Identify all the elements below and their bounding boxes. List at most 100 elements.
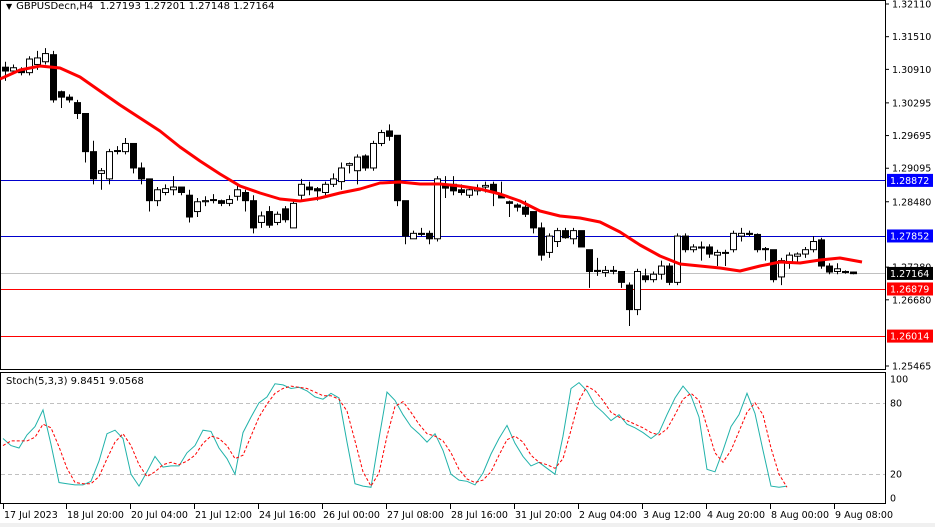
candle	[658, 260, 665, 280]
bear-candle-body	[626, 284, 633, 311]
stoch-indicator-label: Stoch(5,3,3) 9.8451 9.0568	[6, 376, 144, 387]
candle	[250, 195, 257, 234]
bull-candle-body	[802, 249, 809, 255]
bull-candle-body	[410, 232, 417, 240]
candle	[362, 154, 369, 171]
candle	[242, 189, 249, 212]
bear-candle-body	[218, 200, 225, 204]
bear-candle-body	[594, 269, 601, 272]
bull-candle-body	[658, 265, 665, 275]
bull-candle-body	[738, 232, 745, 237]
time-tick-label: 8 Aug 00:00	[771, 510, 829, 521]
candle	[762, 246, 769, 261]
candle	[178, 186, 185, 196]
bull-candle-body	[674, 235, 681, 283]
candle	[234, 184, 241, 201]
candle	[434, 176, 441, 242]
bear-candle-body	[306, 186, 313, 191]
candle	[650, 271, 657, 283]
candle	[266, 206, 273, 228]
candle	[258, 211, 265, 228]
candle	[114, 146, 121, 155]
price-axis[interactable]: 1.32110 1.31510 1.30910 1.30295 1.29695 1.290…	[885, 0, 933, 373]
candle	[226, 195, 233, 207]
bear-candle-body	[586, 249, 593, 272]
bear-candle-body	[762, 248, 769, 251]
price-label-box[interactable]	[887, 329, 933, 343]
candle	[538, 222, 545, 261]
candle	[514, 203, 521, 212]
bear-candle-body	[642, 275, 649, 281]
price-label-text[interactable]: 1.27852	[890, 231, 929, 242]
bear-candle-body	[682, 235, 689, 251]
price-label-box[interactable]	[887, 266, 933, 280]
bear-candle-body	[458, 189, 465, 193]
stoch-tick-label: 0	[890, 494, 896, 505]
bull-candle-body	[170, 186, 177, 191]
bull-candle-body	[234, 189, 241, 197]
candle	[842, 270, 849, 274]
price-tick-label: 1.30910	[892, 65, 931, 76]
candle	[578, 230, 585, 248]
price-label-text[interactable]: 1.26879	[890, 284, 929, 295]
price-label-box[interactable]	[887, 173, 933, 187]
time-axis[interactable]: 17 Jul 2023 18 Jul 20:00 20 Jul 04:00 21 Ju…	[3, 504, 894, 521]
bear-candle-body	[90, 151, 97, 180]
bear-candle-body	[58, 91, 65, 98]
bull-candle-body	[378, 132, 385, 144]
candle	[426, 230, 433, 245]
bull-candle-body	[106, 151, 113, 180]
candle	[306, 181, 313, 196]
bull-candle-body	[794, 253, 801, 257]
bull-candle-body	[482, 184, 489, 188]
bull-candle-body	[690, 246, 697, 251]
candle	[802, 246, 809, 258]
status-strip	[0, 523, 935, 527]
candle	[706, 244, 713, 258]
bull-candle-body	[202, 200, 209, 203]
price-label-text[interactable]: 1.28872	[890, 176, 929, 187]
ohlc-values: 1.27193 1.27201 1.27148 1.27164	[99, 1, 275, 12]
stoch-level-lines	[1, 403, 885, 475]
candle	[818, 237, 825, 269]
candle	[162, 184, 169, 196]
bear-candle-body	[538, 227, 545, 256]
bear-candle-body	[618, 270, 625, 283]
candle	[58, 90, 65, 109]
candle	[554, 227, 561, 247]
price-label-box[interactable]	[887, 229, 933, 243]
bull-candle-body	[322, 183, 329, 193]
candle	[154, 187, 161, 207]
price-label-box[interactable]	[887, 282, 933, 296]
bull-candle-body	[610, 269, 617, 272]
time-tick-label: 26 Jul 00:00	[323, 510, 380, 521]
price-label-text[interactable]: 1.27164	[890, 269, 929, 280]
time-tick-label: 2 Aug 04:00	[579, 510, 637, 521]
bull-candle-body	[98, 170, 105, 174]
time-tick-label: 3 Aug 12:00	[643, 510, 701, 521]
candle	[346, 162, 353, 174]
candle	[410, 230, 417, 240]
candle	[674, 233, 681, 286]
stoch-axis[interactable]: 100 80 20 0	[885, 372, 909, 505]
bull-candle-body	[298, 183, 305, 196]
candle	[730, 230, 737, 253]
candle	[666, 263, 673, 286]
time-tick-label: 18 Jul 20:00	[67, 510, 124, 521]
price-label-text[interactable]: 1.26014	[890, 332, 929, 343]
candle	[370, 140, 377, 171]
candle	[826, 263, 833, 275]
bull-candle-body	[730, 232, 737, 251]
candle	[130, 142, 137, 174]
bear-candle-body	[314, 188, 321, 192]
price-tick-label: 1.26680	[892, 295, 931, 306]
price-tick-label: 1.29695	[892, 131, 931, 142]
bull-candle-body	[162, 188, 169, 193]
candle	[330, 173, 337, 188]
candle	[74, 99, 81, 119]
bull-candle-body	[602, 269, 609, 274]
dropdown-triangle-icon[interactable]: ▼	[6, 2, 13, 11]
bull-candle-body	[274, 213, 281, 223]
